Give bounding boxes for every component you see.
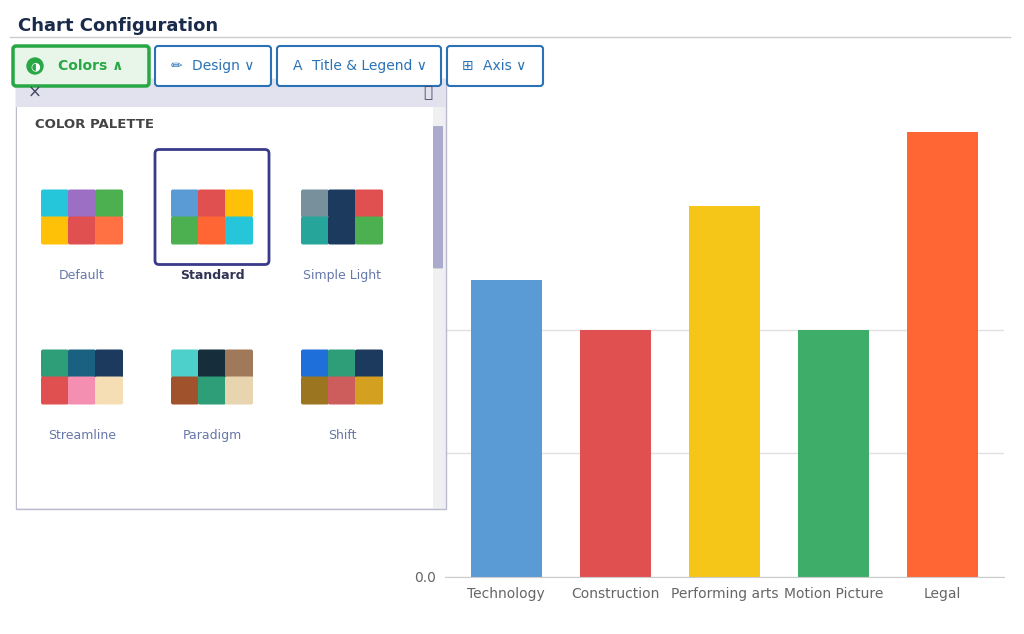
FancyBboxPatch shape bbox=[68, 216, 96, 245]
Text: Default: Default bbox=[59, 269, 104, 282]
Text: Colors ∧: Colors ∧ bbox=[58, 59, 124, 73]
FancyBboxPatch shape bbox=[171, 349, 199, 377]
Text: ×: × bbox=[28, 84, 42, 102]
FancyBboxPatch shape bbox=[328, 190, 356, 217]
FancyBboxPatch shape bbox=[16, 79, 446, 509]
Text: Standard: Standard bbox=[179, 269, 245, 282]
Text: A: A bbox=[293, 59, 303, 73]
Bar bbox=[907, 132, 978, 577]
FancyBboxPatch shape bbox=[16, 79, 446, 107]
FancyBboxPatch shape bbox=[328, 216, 356, 245]
FancyBboxPatch shape bbox=[301, 216, 329, 245]
Text: Axis ∨: Axis ∨ bbox=[483, 59, 526, 73]
Text: ⊞: ⊞ bbox=[462, 59, 474, 73]
FancyBboxPatch shape bbox=[433, 126, 443, 268]
FancyBboxPatch shape bbox=[355, 349, 383, 377]
FancyBboxPatch shape bbox=[95, 349, 123, 377]
FancyBboxPatch shape bbox=[434, 107, 442, 508]
FancyBboxPatch shape bbox=[301, 190, 329, 217]
FancyBboxPatch shape bbox=[41, 349, 69, 377]
FancyBboxPatch shape bbox=[198, 377, 226, 404]
Bar bbox=[798, 330, 869, 577]
Text: Paradigm: Paradigm bbox=[182, 429, 242, 442]
FancyBboxPatch shape bbox=[328, 349, 356, 377]
Bar bbox=[580, 330, 651, 577]
FancyBboxPatch shape bbox=[355, 190, 383, 217]
FancyBboxPatch shape bbox=[328, 377, 356, 404]
FancyBboxPatch shape bbox=[171, 216, 199, 245]
Text: ✏: ✏ bbox=[170, 59, 182, 73]
FancyBboxPatch shape bbox=[171, 190, 199, 217]
FancyBboxPatch shape bbox=[355, 216, 383, 245]
Bar bbox=[471, 280, 542, 577]
FancyBboxPatch shape bbox=[155, 150, 269, 264]
FancyBboxPatch shape bbox=[225, 377, 253, 404]
Text: ⭢: ⭢ bbox=[423, 86, 432, 101]
FancyBboxPatch shape bbox=[95, 377, 123, 404]
FancyBboxPatch shape bbox=[198, 349, 226, 377]
Text: Chart Configuration: Chart Configuration bbox=[18, 17, 218, 35]
FancyBboxPatch shape bbox=[41, 216, 69, 245]
FancyBboxPatch shape bbox=[278, 46, 441, 86]
FancyBboxPatch shape bbox=[198, 190, 226, 217]
Text: COLOR PALETTE: COLOR PALETTE bbox=[35, 119, 154, 131]
Text: Streamline: Streamline bbox=[48, 429, 116, 442]
FancyBboxPatch shape bbox=[225, 216, 253, 245]
FancyBboxPatch shape bbox=[68, 349, 96, 377]
FancyBboxPatch shape bbox=[355, 377, 383, 404]
FancyBboxPatch shape bbox=[17, 107, 433, 508]
FancyBboxPatch shape bbox=[301, 377, 329, 404]
Bar bbox=[689, 206, 760, 577]
FancyBboxPatch shape bbox=[301, 349, 329, 377]
FancyBboxPatch shape bbox=[155, 46, 271, 86]
FancyBboxPatch shape bbox=[447, 46, 543, 86]
FancyBboxPatch shape bbox=[95, 190, 123, 217]
FancyBboxPatch shape bbox=[171, 377, 199, 404]
FancyBboxPatch shape bbox=[225, 349, 253, 377]
Circle shape bbox=[27, 58, 43, 74]
Text: Shift: Shift bbox=[328, 429, 356, 442]
Text: Design ∨: Design ∨ bbox=[191, 59, 254, 73]
FancyBboxPatch shape bbox=[41, 377, 69, 404]
Text: Title & Legend ∨: Title & Legend ∨ bbox=[311, 59, 426, 73]
FancyBboxPatch shape bbox=[68, 190, 96, 217]
Text: ◑: ◑ bbox=[30, 61, 40, 71]
Text: Simple Light: Simple Light bbox=[303, 269, 381, 282]
FancyBboxPatch shape bbox=[95, 216, 123, 245]
FancyBboxPatch shape bbox=[41, 190, 69, 217]
FancyBboxPatch shape bbox=[198, 216, 226, 245]
FancyBboxPatch shape bbox=[225, 190, 253, 217]
FancyBboxPatch shape bbox=[68, 377, 96, 404]
FancyBboxPatch shape bbox=[13, 46, 150, 86]
